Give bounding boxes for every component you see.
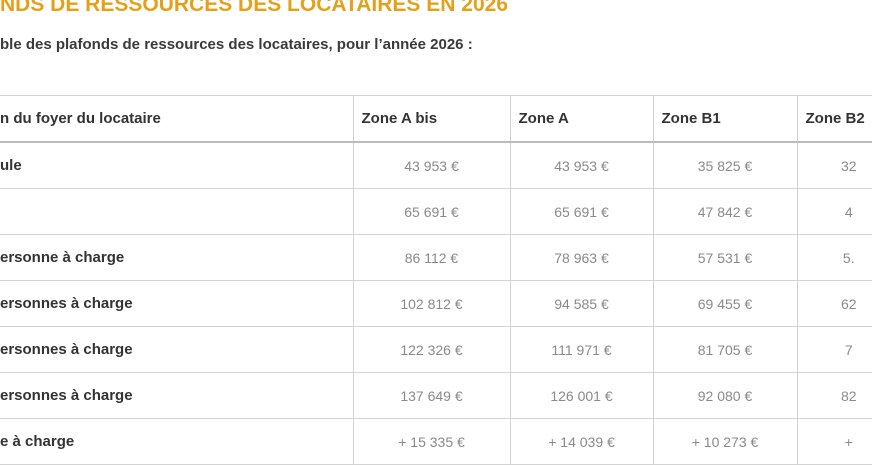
row-label: ersonnes à charge: [0, 280, 353, 327]
column-header: Zone A: [509, 95, 653, 143]
table-row: 65 691 €65 691 €47 842 €4: [0, 188, 872, 235]
amount-cell: 47 842 €: [652, 188, 797, 235]
amount-cell: 69 455 €: [652, 280, 797, 327]
amount-cell: 65 691 €: [352, 188, 510, 235]
table-row: ersonnes à charge 102 812 €94 585 €69 455…: [0, 280, 872, 327]
column-header: Zone A bis: [352, 95, 510, 143]
row-label: ule: [0, 142, 353, 189]
column-header: n du foyer du locataire: [0, 95, 353, 143]
amount-cell: 86 112 €: [352, 234, 510, 281]
amount-cell: 137 649 €: [352, 372, 510, 419]
amount-cell: + 15 335 €: [352, 418, 510, 465]
amount-cell: + 14 039 €: [509, 418, 653, 465]
table-row: ersonne à charge 86 112 €78 963 €57 531 €…: [0, 234, 872, 281]
amount-cell: 94 585 €: [509, 280, 653, 327]
row-label: ersonne à charge: [0, 234, 353, 281]
amount-cell: 111 971 €: [509, 326, 653, 373]
row-label: e à charge: [0, 418, 353, 465]
amount-cell: 4: [796, 188, 872, 235]
row-label: ersonnes à charge: [0, 326, 353, 373]
table-body: ule 43 953 €43 953 €35 825 €32 65 691 €65 …: [0, 142, 872, 465]
column-header: Zone B2: [796, 95, 872, 143]
table-row: ersonnes à charge 137 649 €126 001 €92 08…: [0, 372, 872, 419]
amount-cell: +: [796, 418, 872, 465]
amount-cell: 82: [796, 372, 872, 419]
table-row: ule 43 953 €43 953 €35 825 €32: [0, 142, 872, 189]
row-label: [0, 188, 353, 235]
amount-cell: 32: [796, 142, 872, 189]
amount-cell: 35 825 €: [652, 142, 797, 189]
amount-cell: 78 963 €: [509, 234, 653, 281]
amount-cell: 5.: [796, 234, 872, 281]
amount-cell: 62: [796, 280, 872, 327]
row-label: ersonnes à charge: [0, 372, 353, 419]
table-row: e à charge + 15 335 € + 14 039 € + 10 273 €…: [0, 418, 872, 465]
subtitle: ble des plafonds de ressources des locat…: [0, 36, 473, 53]
amount-cell: 57 531 €: [652, 234, 797, 281]
amount-cell: 92 080 €: [652, 372, 797, 419]
amount-cell: 65 691 €: [509, 188, 653, 235]
amount-cell: 81 705 €: [652, 326, 797, 373]
amount-cell: 43 953 €: [509, 142, 653, 189]
table-row: ersonnes à charge 122 326 €111 971 €81 70…: [0, 326, 872, 373]
amount-cell: 126 001 €: [509, 372, 653, 419]
amount-cell: + 10 273 €: [652, 418, 797, 465]
amount-cell: 122 326 €: [352, 326, 510, 373]
amount-cell: 102 812 €: [352, 280, 510, 327]
amount-cell: 43 953 €: [352, 142, 510, 189]
title: NDS DE RESSOURCES DES LOCATAIRES EN 2026: [0, 0, 508, 16]
column-header: Zone B1: [652, 95, 797, 143]
amount-cell: 7: [796, 326, 872, 373]
